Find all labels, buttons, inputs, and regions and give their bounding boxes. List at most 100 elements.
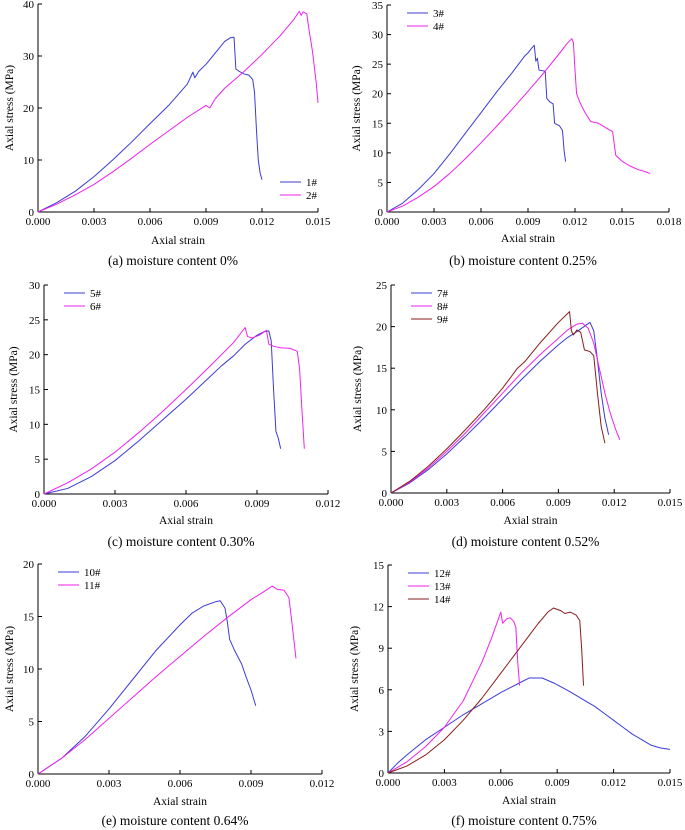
- x-tick-label: 0.003: [434, 497, 459, 509]
- y-axis-label: Axial stress (MPa): [351, 65, 363, 151]
- legend: 5#6#: [64, 288, 102, 313]
- x-tick-label: 0.009: [239, 778, 264, 790]
- panel-c: 0.000 0.003 0.006 0.009 0.012 0 5 10 15 20 25 30 Axi…: [8, 280, 340, 549]
- x-tick-label: 0.009: [516, 216, 541, 228]
- x-tick-label: 0.015: [658, 777, 683, 789]
- panel-caption: (a) moisture content 0%: [108, 253, 238, 268]
- x-axis-label: Axial strain: [153, 796, 207, 808]
- series-line-6: [43, 327, 305, 495]
- panel-caption: (d) moisture content 0.52%: [452, 534, 600, 549]
- y-tick-label: 20: [29, 350, 41, 362]
- y-tick-label: 10: [23, 664, 35, 676]
- x-tick-label: 0.006: [168, 778, 193, 790]
- x-tick-label: 0.003: [82, 216, 107, 228]
- x-tick-label: 0.003: [432, 777, 457, 789]
- legend-label: 1#: [306, 177, 318, 189]
- x-tick-label: 0.003: [97, 778, 122, 790]
- x-tick-label: 0.006: [490, 497, 515, 509]
- y-tick-label: 40: [23, 0, 35, 11]
- y-tick-label: 20: [23, 103, 35, 115]
- panel-d: 0.000 0.003 0.006 0.009 0.012 0.015 0 5 10 15 20 25…: [352, 280, 683, 549]
- legend: 10#11#: [58, 567, 101, 592]
- legend-label: 3#: [433, 8, 445, 20]
- panel-caption: (c) moisture content 0.30%: [108, 534, 255, 549]
- legend: 12#13#14#: [408, 568, 451, 606]
- series-line-3: [386, 44, 567, 213]
- x-tick-label: 0.006: [174, 498, 199, 510]
- legend-label: 2#: [306, 190, 318, 202]
- x-tick-label: 0.012: [250, 216, 275, 228]
- y-axis-label: Axial stress (MPa): [4, 626, 16, 712]
- y-tick-label: 30: [29, 280, 41, 292]
- series-line-9: [390, 311, 606, 494]
- y-tick-label: 9: [379, 643, 385, 655]
- y-tick-label: 25: [372, 59, 384, 71]
- series-line-13: [387, 611, 521, 774]
- y-tick-label: 20: [23, 559, 35, 571]
- panel-b: 0.000 0.003 0.006 0.009 0.012 0.015 0.018 0 5 10 1…: [351, 0, 682, 268]
- series-line-8: [390, 322, 621, 494]
- x-tick-label: 0.012: [316, 498, 341, 510]
- x-tick-label: 0.006: [469, 216, 494, 228]
- y-tick-label: 0: [379, 768, 385, 780]
- series-line-5: [43, 330, 282, 495]
- x-tick-label: 0.012: [601, 777, 626, 789]
- y-tick-label: 20: [372, 89, 384, 101]
- legend-label: 13#: [434, 581, 451, 593]
- y-axis-label: Axial stress (MPa): [352, 346, 364, 432]
- x-tick-label: 0.000: [26, 216, 51, 228]
- x-axis-label: Axial strain: [504, 515, 558, 527]
- y-tick-label: 15: [29, 385, 41, 397]
- legend-label: 12#: [434, 568, 451, 580]
- y-tick-label: 25: [29, 315, 41, 327]
- series-line-10: [37, 600, 257, 775]
- legend-label: 14#: [434, 594, 451, 606]
- legend-label: 8#: [437, 301, 449, 313]
- x-tick-label: 0.009: [245, 498, 270, 510]
- x-tick-label: 0.012: [602, 497, 627, 509]
- legend: 7#8#9#: [411, 288, 449, 326]
- panel-caption: (b) moisture content 0.25%: [449, 253, 597, 268]
- y-tick-label: 10: [23, 155, 35, 167]
- x-axis-label: Axial strain: [151, 235, 205, 247]
- y-tick-label: 10: [376, 405, 388, 417]
- y-tick-label: 15: [23, 612, 35, 624]
- y-tick-label: 20: [376, 322, 388, 334]
- y-axis-label: Axial stress (MPa): [349, 626, 361, 712]
- x-tick-label: 0.003: [103, 498, 128, 510]
- series-line-11: [37, 585, 297, 775]
- series-line-1: [37, 36, 263, 213]
- series-line-7: [390, 321, 610, 494]
- y-tick-label: 12: [373, 602, 384, 614]
- y-tick-label: 0: [378, 207, 384, 219]
- panel-caption: (f) moisture content 0.75%: [451, 813, 596, 828]
- x-tick-label: 0.009: [546, 497, 571, 509]
- y-tick-label: 15: [376, 363, 388, 375]
- y-axis-label: Axial stress (MPa): [8, 346, 20, 432]
- y-tick-label: 25: [376, 280, 388, 292]
- x-tick-label: 0.015: [658, 497, 683, 509]
- x-tick-label: 0.009: [194, 216, 219, 228]
- y-tick-label: 6: [379, 685, 385, 697]
- y-tick-label: 35: [372, 0, 384, 12]
- legend-label: 11#: [84, 580, 101, 592]
- legend-label: 4#: [433, 21, 445, 33]
- panel-a: 0.000 0.003 0.006 0.009 0.012 0.015 0 10 20 30 40 A…: [4, 0, 331, 268]
- x-tick-label: 0.000: [379, 497, 404, 509]
- panel-caption: (e) moisture content 0.64%: [102, 813, 249, 828]
- series-line-12: [387, 677, 671, 774]
- legend: 3#4#: [407, 8, 445, 33]
- series-line-2: [37, 10, 319, 213]
- x-tick-label: 0.000: [375, 216, 400, 228]
- y-tick-label: 0: [29, 207, 35, 219]
- x-axis-label: Axial strain: [159, 515, 213, 527]
- legend-label: 5#: [90, 288, 102, 300]
- x-tick-label: 0.009: [545, 777, 570, 789]
- x-tick-label: 0.006: [488, 777, 513, 789]
- y-tick-label: 15: [373, 560, 385, 572]
- y-tick-label: 0: [29, 769, 35, 781]
- y-tick-label: 10: [372, 148, 384, 160]
- x-tick-label: 0.012: [310, 778, 335, 790]
- x-tick-label: 0.000: [376, 777, 401, 789]
